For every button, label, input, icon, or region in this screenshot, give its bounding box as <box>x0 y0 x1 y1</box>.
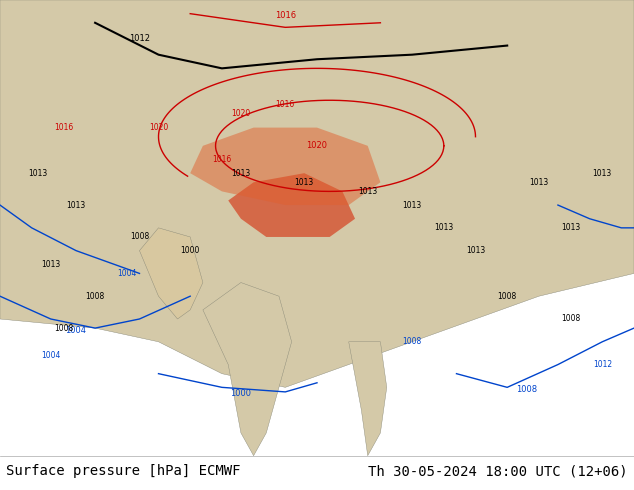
Text: 1013: 1013 <box>358 187 377 196</box>
Polygon shape <box>0 0 634 387</box>
Text: 1008: 1008 <box>130 232 149 242</box>
Text: 1008: 1008 <box>498 292 517 301</box>
Text: 1004: 1004 <box>41 351 60 360</box>
Text: 1012: 1012 <box>129 34 150 43</box>
Text: 1016: 1016 <box>276 100 295 109</box>
Text: 1016: 1016 <box>54 123 73 132</box>
Text: 1020: 1020 <box>306 141 328 150</box>
Text: 1013: 1013 <box>29 169 48 178</box>
Text: 1008: 1008 <box>561 315 580 323</box>
Polygon shape <box>228 173 355 237</box>
Text: 1013: 1013 <box>41 260 60 269</box>
Text: 1013: 1013 <box>593 169 612 178</box>
Text: 1013: 1013 <box>67 200 86 210</box>
Text: 1000: 1000 <box>230 390 252 398</box>
Text: 1012: 1012 <box>593 360 612 369</box>
Text: 1013: 1013 <box>231 169 250 178</box>
Text: 1016: 1016 <box>212 155 231 164</box>
Text: 1020: 1020 <box>231 109 250 119</box>
Text: 1013: 1013 <box>561 223 580 232</box>
Polygon shape <box>203 283 292 456</box>
Text: 1013: 1013 <box>403 200 422 210</box>
Text: 1016: 1016 <box>275 11 296 20</box>
Text: 1013: 1013 <box>434 223 453 232</box>
Text: Surface pressure [hPa] ECMWF: Surface pressure [hPa] ECMWF <box>6 464 241 478</box>
Text: 1008: 1008 <box>515 385 537 394</box>
Polygon shape <box>349 342 387 456</box>
Text: 1008: 1008 <box>54 323 73 333</box>
Polygon shape <box>139 228 203 319</box>
Text: 1004: 1004 <box>117 269 136 278</box>
Text: 1004: 1004 <box>65 326 87 335</box>
Text: 1013: 1013 <box>466 246 485 255</box>
Polygon shape <box>190 127 380 205</box>
Text: 1013: 1013 <box>529 178 548 187</box>
Text: 1008: 1008 <box>403 337 422 346</box>
Text: 1008: 1008 <box>86 292 105 301</box>
Text: Th 30-05-2024 18:00 UTC (12+06): Th 30-05-2024 18:00 UTC (12+06) <box>368 464 628 478</box>
Text: 1020: 1020 <box>149 123 168 132</box>
Text: 1013: 1013 <box>295 178 314 187</box>
Text: 1000: 1000 <box>181 246 200 255</box>
